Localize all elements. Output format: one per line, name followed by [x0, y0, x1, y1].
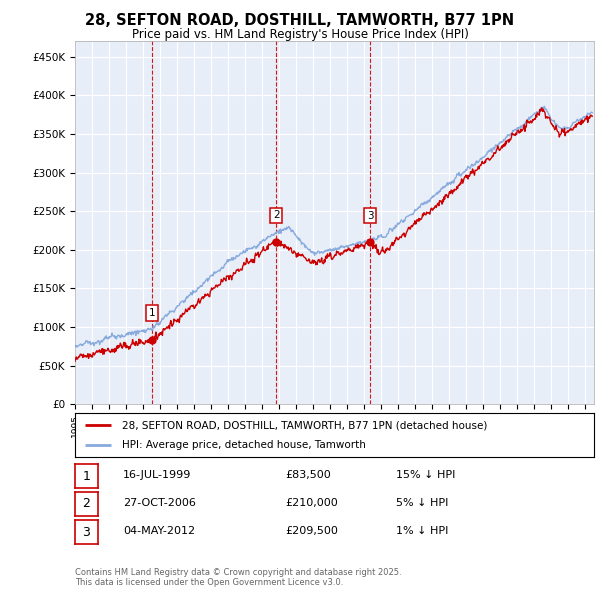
Text: 3: 3 [367, 211, 373, 221]
Text: Price paid vs. HM Land Registry's House Price Index (HPI): Price paid vs. HM Land Registry's House … [131, 28, 469, 41]
Text: 3: 3 [82, 526, 91, 539]
Text: £210,000: £210,000 [285, 498, 338, 507]
Text: 1% ↓ HPI: 1% ↓ HPI [396, 526, 448, 536]
Text: 16-JUL-1999: 16-JUL-1999 [123, 470, 191, 480]
Text: 27-OCT-2006: 27-OCT-2006 [123, 498, 196, 507]
Text: Contains HM Land Registry data © Crown copyright and database right 2025.
This d: Contains HM Land Registry data © Crown c… [75, 568, 401, 587]
Text: 04-MAY-2012: 04-MAY-2012 [123, 526, 195, 536]
Text: 2: 2 [82, 497, 91, 510]
Text: £83,500: £83,500 [285, 470, 331, 480]
Text: HPI: Average price, detached house, Tamworth: HPI: Average price, detached house, Tamw… [122, 440, 365, 450]
Text: 28, SEFTON ROAD, DOSTHILL, TAMWORTH, B77 1PN (detached house): 28, SEFTON ROAD, DOSTHILL, TAMWORTH, B77… [122, 421, 487, 430]
Text: 5% ↓ HPI: 5% ↓ HPI [396, 498, 448, 507]
Text: £209,500: £209,500 [285, 526, 338, 536]
Text: 1: 1 [82, 470, 91, 483]
Text: 28, SEFTON ROAD, DOSTHILL, TAMWORTH, B77 1PN: 28, SEFTON ROAD, DOSTHILL, TAMWORTH, B77… [85, 13, 515, 28]
Text: 2: 2 [273, 211, 280, 221]
Text: 1: 1 [149, 308, 155, 318]
Text: 15% ↓ HPI: 15% ↓ HPI [396, 470, 455, 480]
